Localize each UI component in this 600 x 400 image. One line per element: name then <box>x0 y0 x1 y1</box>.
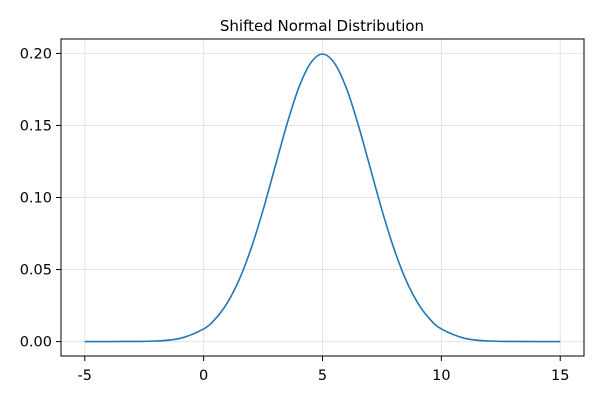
ticks: -5 0 5 10 15 0.00 0.05 0.10 0.15 0.20 <box>20 46 570 384</box>
series-line <box>84 53 561 343</box>
y-tick-label: 0.20 <box>20 46 52 62</box>
x-tick-label: 10 <box>432 368 450 384</box>
y-tick-label: 0.00 <box>20 335 52 351</box>
x-tick-label: 5 <box>318 368 327 384</box>
x-tick-label: 0 <box>199 368 208 384</box>
y-tick-label: 0.05 <box>20 263 52 279</box>
grid <box>61 39 584 356</box>
chart-title: Shifted Normal Distribution <box>220 17 424 35</box>
x-tick-label: 15 <box>551 368 569 384</box>
series-layer <box>84 53 561 343</box>
x-tick-label: -5 <box>78 368 92 384</box>
y-tick-label: 0.15 <box>20 118 52 134</box>
y-tick-label: 0.10 <box>20 191 52 207</box>
